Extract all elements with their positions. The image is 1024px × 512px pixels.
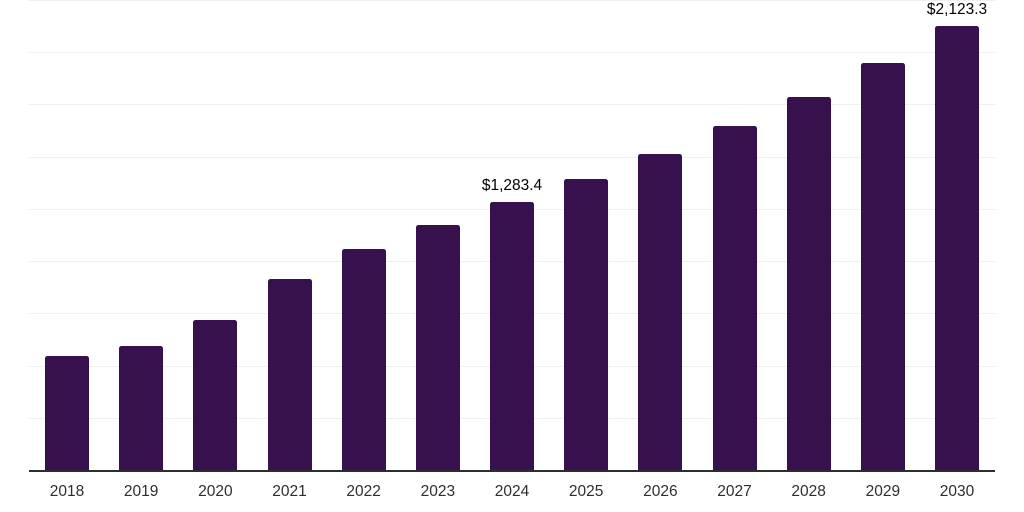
- x-tick-2024: 2024: [494, 483, 530, 500]
- x-tick-2022: 2022: [346, 483, 381, 500]
- bar-2023: [415, 225, 460, 470]
- bar-2024: [490, 201, 534, 470]
- x-tick-2027: 2027: [717, 483, 752, 500]
- gridline: [29, 0, 995, 1]
- x-axis-labels: 2018 2019 2020 2021 2022 2023 2024 2025 2026 2027…: [0, 482, 1024, 504]
- gridline: [29, 156, 995, 158]
- bar-2022: [341, 249, 386, 470]
- x-tick-2023: 2023: [420, 483, 456, 500]
- gridline: [29, 52, 995, 54]
- bar-2019: [119, 345, 164, 470]
- bar-2018: [45, 355, 89, 470]
- bar-2020: [193, 319, 238, 470]
- x-tick-2029: 2029: [865, 483, 901, 500]
- plot-area: $1,283.4 $2,123.3: [29, 0, 995, 472]
- x-tick-2026: 2026: [643, 483, 678, 500]
- value-label-2030: $2,123.3: [926, 1, 988, 19]
- x-tick-2021: 2021: [272, 483, 307, 500]
- bar-2021: [267, 279, 312, 470]
- x-tick-2028: 2028: [791, 483, 826, 500]
- x-tick-2019: 2019: [123, 483, 159, 500]
- x-tick-2018: 2018: [49, 483, 85, 500]
- bar-2027: [712, 125, 757, 470]
- x-tick-2020: 2020: [198, 483, 233, 500]
- x-tick-2025: 2025: [568, 483, 604, 500]
- bar-2026: [638, 154, 683, 470]
- bar-2029: [860, 62, 905, 470]
- value-label-2024: $1,283.4: [481, 176, 543, 194]
- x-tick-2030: 2030: [939, 483, 975, 500]
- gridline: [29, 104, 995, 106]
- bar-2030: [935, 26, 979, 470]
- bar-2025: [564, 179, 609, 470]
- bar-2028: [786, 96, 831, 470]
